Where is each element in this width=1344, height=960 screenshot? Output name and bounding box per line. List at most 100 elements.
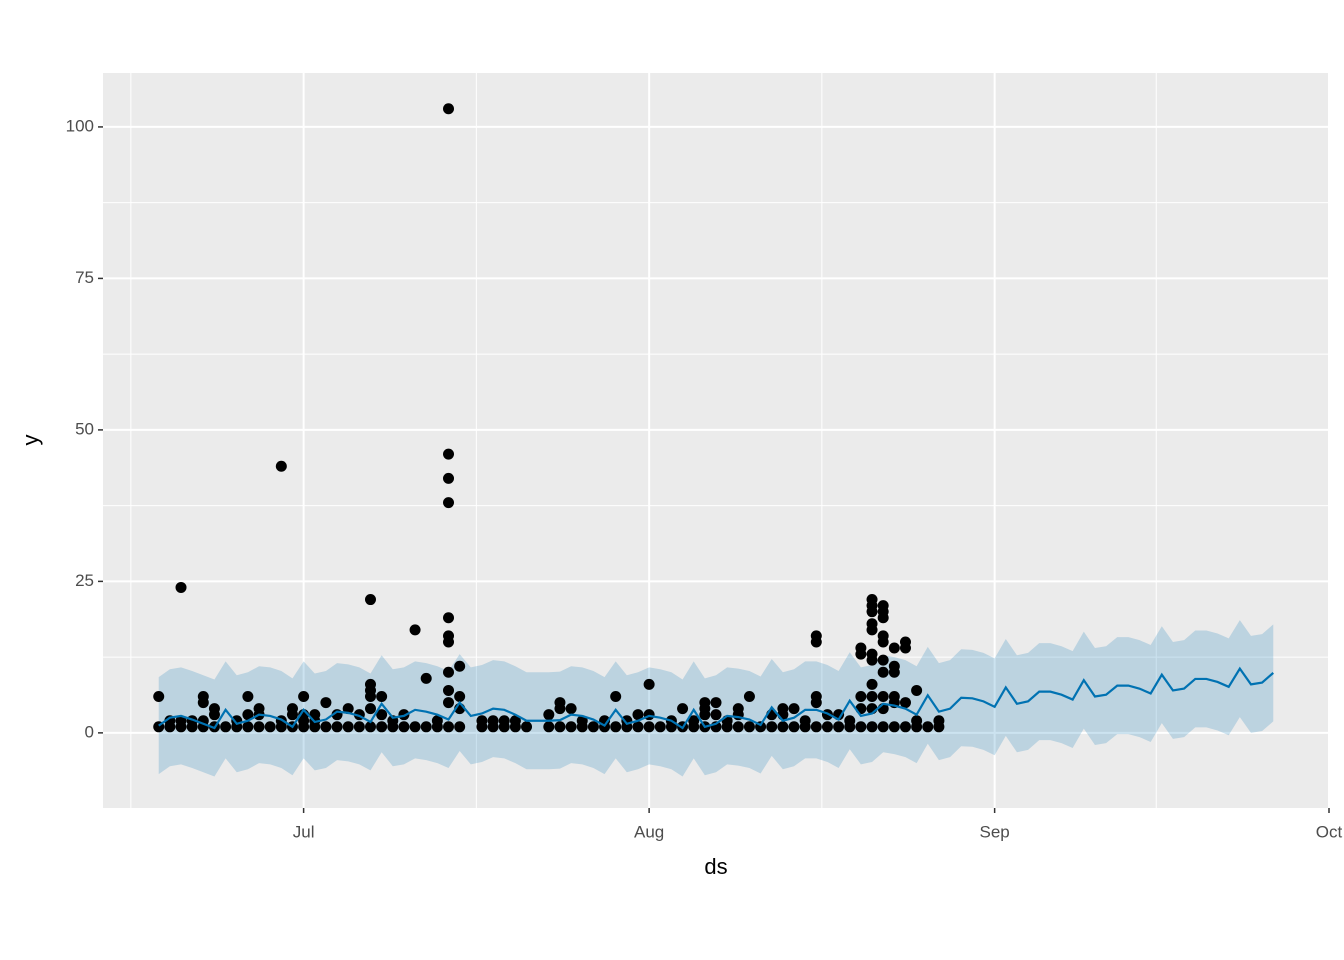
data-point	[933, 715, 945, 727]
data-point	[431, 715, 443, 727]
data-point	[420, 672, 432, 684]
data-point	[833, 721, 845, 733]
data-point	[565, 721, 577, 733]
data-point	[911, 715, 923, 727]
data-point	[443, 612, 455, 624]
data-point	[443, 721, 455, 733]
data-point	[409, 624, 421, 636]
data-point	[443, 103, 455, 115]
data-point	[855, 648, 867, 660]
data-point	[899, 721, 911, 733]
data-point	[208, 709, 220, 721]
data-point	[364, 691, 376, 703]
data-point	[443, 666, 455, 678]
data-point	[866, 691, 878, 703]
y-tick-label: 100	[66, 116, 94, 135]
data-point	[175, 715, 187, 727]
data-point	[888, 666, 900, 678]
data-point	[810, 697, 822, 709]
data-point	[810, 636, 822, 648]
data-point	[398, 721, 410, 733]
data-point	[342, 703, 354, 715]
data-point	[364, 721, 376, 733]
data-point	[866, 678, 878, 690]
data-point	[264, 721, 276, 733]
data-point	[554, 721, 566, 733]
data-point	[454, 660, 466, 672]
marks	[153, 103, 1274, 777]
data-point	[476, 715, 488, 727]
data-point	[487, 715, 499, 727]
data-point	[743, 721, 755, 733]
data-point	[777, 721, 789, 733]
data-point	[899, 642, 911, 654]
data-point	[521, 721, 533, 733]
data-point	[420, 721, 432, 733]
data-point	[710, 697, 722, 709]
data-point	[587, 721, 599, 733]
data-point	[643, 678, 655, 690]
data-point	[799, 715, 811, 727]
forecast-line	[158, 666, 1274, 730]
data-point	[443, 697, 455, 709]
data-point	[632, 721, 644, 733]
data-point	[565, 703, 577, 715]
data-point	[454, 721, 466, 733]
data-point	[899, 697, 911, 709]
data-point	[509, 715, 521, 727]
data-point	[688, 715, 700, 727]
x-axis-title: ds	[704, 854, 727, 879]
data-point	[554, 703, 566, 715]
x-tick-label: Aug	[634, 822, 664, 841]
data-point	[364, 594, 376, 606]
data-point	[220, 721, 232, 733]
grid	[103, 73, 1330, 808]
data-point	[320, 697, 332, 709]
data-point	[454, 691, 466, 703]
y-axis-title: y	[18, 435, 43, 446]
data-point	[866, 606, 878, 618]
data-point	[654, 721, 666, 733]
y-tick-label: 0	[85, 722, 94, 741]
data-point	[643, 721, 655, 733]
data-point	[242, 721, 254, 733]
data-point	[242, 691, 254, 703]
data-point	[699, 709, 711, 721]
y-tick-label: 25	[75, 571, 94, 590]
data-point	[632, 709, 644, 721]
data-point	[922, 721, 934, 733]
data-point	[788, 721, 800, 733]
data-point	[677, 703, 689, 715]
data-point	[286, 703, 298, 715]
data-point	[443, 497, 455, 509]
data-point	[376, 721, 388, 733]
data-point	[610, 721, 622, 733]
data-point	[331, 721, 343, 733]
data-point	[197, 691, 209, 703]
data-point	[443, 448, 455, 460]
data-point	[409, 721, 421, 733]
data-point	[877, 654, 889, 666]
data-point	[766, 721, 778, 733]
data-point	[342, 721, 354, 733]
data-point	[855, 721, 867, 733]
data-point	[443, 636, 455, 648]
data-point	[376, 691, 388, 703]
data-point	[821, 721, 833, 733]
data-point	[175, 581, 187, 593]
data-point	[866, 654, 878, 666]
data-point	[443, 472, 455, 484]
data-point	[855, 691, 867, 703]
data-point	[866, 624, 878, 636]
data-point	[844, 715, 856, 727]
data-point	[877, 666, 889, 678]
data-point	[877, 721, 889, 733]
data-point	[866, 721, 878, 733]
data-point	[364, 703, 376, 715]
data-point	[888, 721, 900, 733]
data-point	[320, 721, 332, 733]
data-point	[242, 709, 254, 721]
data-point	[543, 709, 555, 721]
data-point	[275, 460, 287, 472]
